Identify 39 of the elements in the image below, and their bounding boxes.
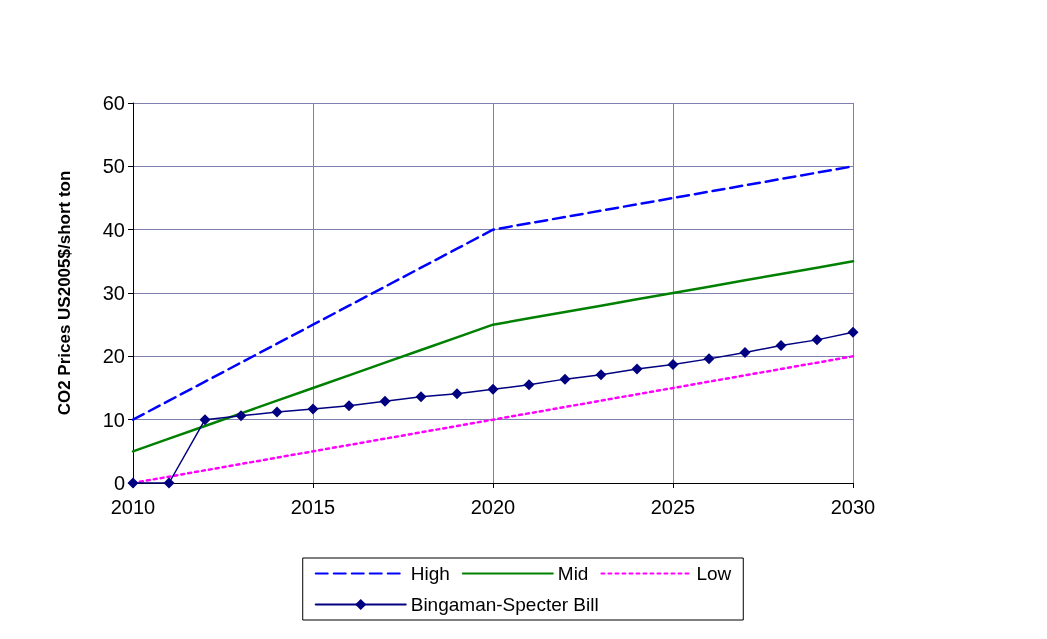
point	[775, 340, 787, 352]
legend-label: Mid	[557, 563, 589, 584]
point	[523, 379, 535, 391]
y-tick-label: 30	[102, 282, 125, 304]
x-tick-label: 2030	[830, 496, 876, 518]
point	[451, 388, 463, 400]
point	[379, 395, 391, 407]
y-tick-label: 50	[102, 155, 125, 178]
x-tick-label: 2015	[290, 496, 336, 518]
legend-label: Bingaman-Specter Bill	[410, 594, 599, 615]
point	[127, 477, 139, 489]
point	[271, 406, 283, 418]
point	[631, 363, 643, 375]
point	[739, 347, 751, 359]
point	[235, 410, 247, 422]
point	[667, 359, 679, 371]
y-tick-label: 60	[102, 92, 125, 114]
y-tick-label: 40	[102, 218, 125, 241]
point	[307, 403, 319, 415]
legend-label: High	[410, 563, 450, 584]
line-series	[131, 260, 855, 453]
point	[811, 334, 823, 346]
legend-label: Low	[696, 563, 732, 584]
point	[487, 383, 499, 395]
y-tick-label: 0	[113, 472, 125, 494]
x-tick-label: 2010	[110, 496, 156, 518]
y-axis-title: CO2 Prices US2005$/short ton	[55, 170, 74, 416]
point	[415, 391, 427, 403]
point	[595, 369, 607, 381]
x-tick-label: 2020	[470, 496, 516, 518]
point	[559, 373, 571, 385]
point	[343, 400, 355, 412]
y-tick-label: 10	[102, 408, 125, 431]
y-tick-label: 20	[102, 345, 125, 368]
point	[163, 477, 175, 489]
point	[199, 414, 211, 426]
point	[703, 353, 715, 365]
point	[847, 326, 859, 338]
x-tick-label: 2025	[650, 496, 696, 518]
